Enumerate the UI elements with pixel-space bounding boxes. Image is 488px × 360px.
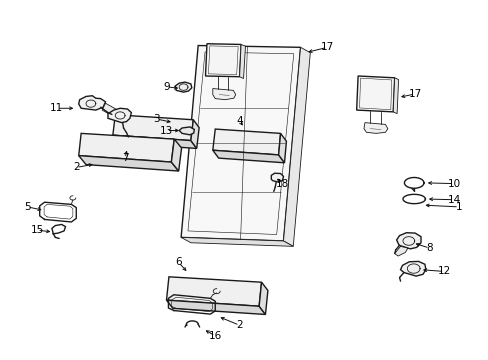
Polygon shape — [171, 139, 181, 171]
Polygon shape — [212, 129, 280, 155]
Text: 3: 3 — [153, 114, 160, 124]
Text: 2: 2 — [73, 162, 80, 172]
Text: 9: 9 — [163, 82, 169, 92]
Text: 17: 17 — [320, 42, 333, 52]
Polygon shape — [190, 120, 199, 148]
Text: 17: 17 — [407, 89, 421, 99]
Polygon shape — [278, 134, 286, 163]
Text: 6: 6 — [175, 257, 182, 267]
Polygon shape — [179, 127, 194, 135]
Polygon shape — [113, 115, 193, 140]
Text: 18: 18 — [275, 179, 288, 189]
Text: 15: 15 — [31, 225, 44, 235]
Polygon shape — [212, 150, 284, 163]
Text: 11: 11 — [50, 103, 63, 113]
Polygon shape — [181, 45, 300, 241]
Polygon shape — [212, 89, 235, 100]
Polygon shape — [79, 134, 174, 162]
Text: 5: 5 — [24, 202, 31, 212]
Text: 1: 1 — [455, 202, 462, 212]
Text: 14: 14 — [447, 195, 460, 205]
Polygon shape — [392, 78, 398, 114]
Polygon shape — [394, 246, 407, 256]
Polygon shape — [113, 135, 196, 148]
Polygon shape — [79, 96, 105, 110]
Text: 10: 10 — [447, 179, 460, 189]
Text: 2: 2 — [236, 320, 243, 330]
Polygon shape — [283, 47, 310, 246]
Text: 7: 7 — [122, 153, 128, 163]
Polygon shape — [396, 233, 420, 249]
Polygon shape — [259, 282, 267, 315]
Polygon shape — [175, 82, 191, 92]
Polygon shape — [400, 261, 425, 276]
Polygon shape — [181, 237, 293, 246]
Polygon shape — [102, 103, 119, 116]
Polygon shape — [363, 123, 387, 134]
Polygon shape — [205, 44, 241, 77]
Polygon shape — [166, 300, 265, 315]
Polygon shape — [79, 156, 178, 171]
Text: 16: 16 — [208, 331, 222, 341]
Polygon shape — [356, 76, 394, 112]
Polygon shape — [271, 173, 283, 182]
Text: 12: 12 — [437, 266, 450, 276]
Polygon shape — [108, 108, 131, 123]
Text: 8: 8 — [426, 243, 432, 253]
Text: 13: 13 — [160, 126, 173, 135]
Polygon shape — [166, 277, 261, 306]
Polygon shape — [239, 44, 245, 78]
Text: 4: 4 — [236, 116, 243, 126]
